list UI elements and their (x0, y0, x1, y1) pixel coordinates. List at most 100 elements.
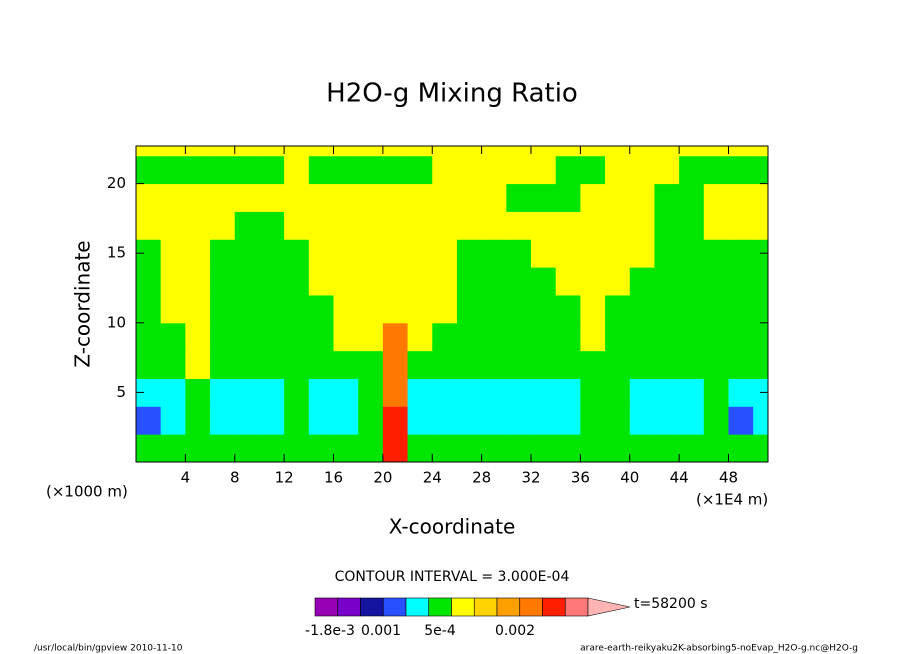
x-tick-label: 44 (670, 469, 689, 487)
field-cell (234, 434, 260, 462)
field-cell (333, 350, 359, 379)
field-cell (605, 146, 631, 157)
contour-interval: CONTOUR INTERVAL = 3.000E-04 (335, 569, 570, 585)
field-cell (555, 406, 581, 435)
field-cell (679, 267, 705, 296)
field-cell (679, 211, 705, 240)
field-cell (160, 322, 186, 352)
field-cell (580, 239, 606, 268)
field-cell (728, 183, 754, 212)
field-cell (308, 350, 334, 379)
field-cell (679, 322, 705, 352)
field-cell (555, 267, 581, 296)
field-cell (555, 434, 581, 462)
field-cell (506, 406, 532, 435)
field-cell (407, 322, 433, 352)
field-cell (753, 322, 768, 352)
time-label: t=58200 s (634, 596, 708, 612)
field-cell (136, 350, 162, 379)
field-cell (679, 239, 705, 268)
x-tick-label: 20 (373, 469, 392, 487)
field-cell (703, 155, 729, 185)
field-cell (160, 350, 186, 379)
field-cell (555, 211, 581, 240)
field-cell (160, 146, 186, 157)
field-cell (185, 406, 211, 435)
field-cell (136, 434, 162, 462)
x-axis-label: X-coordinate (389, 515, 516, 539)
field-cell (160, 211, 186, 240)
field-cell (210, 267, 236, 296)
field-cell (456, 350, 483, 379)
x-tick-label: 16 (324, 469, 343, 487)
field-cell (284, 294, 310, 324)
field-cell (259, 155, 285, 185)
colorbar-box (428, 597, 452, 617)
field-cell (185, 378, 211, 407)
field-cell (605, 267, 631, 296)
field-cell (605, 294, 631, 324)
field-cell (703, 350, 729, 379)
field-cell (136, 211, 162, 240)
field-cell (531, 155, 557, 185)
field-cell (555, 239, 581, 268)
footer-right: arare-earth-reikyaku2K-absorbing5-noEvap… (580, 644, 858, 654)
field-cell (210, 378, 236, 407)
field-cell (728, 406, 754, 435)
colorbar-box (496, 597, 521, 617)
field-cell (407, 155, 433, 185)
field-cell (358, 322, 384, 352)
field-cell (136, 322, 162, 352)
colorbar-box (542, 597, 566, 617)
field-cell (679, 294, 705, 324)
field-cell (358, 211, 384, 240)
field-cell (531, 183, 557, 212)
field-cell (432, 434, 458, 462)
field-cell (136, 183, 162, 212)
field-cell (234, 146, 260, 157)
field-cell (432, 267, 458, 296)
field-cell (185, 146, 211, 157)
field-cell (185, 211, 211, 240)
field-cell (629, 350, 655, 379)
y-tick-label: 15 (107, 244, 126, 262)
field-cell (308, 155, 334, 185)
field-cell (185, 267, 211, 296)
field-cell (531, 434, 557, 462)
field-cell (654, 378, 680, 407)
field-cell (234, 378, 260, 407)
field-cell (703, 267, 729, 296)
field-cell (728, 155, 754, 185)
field-cell (506, 350, 532, 379)
field-cell (605, 350, 631, 379)
field-cell (580, 183, 606, 212)
field-cell (555, 155, 581, 185)
field-cell (234, 406, 260, 435)
x-tick-label: 8 (230, 469, 240, 487)
field-cell (679, 434, 705, 462)
field-cell (160, 183, 186, 212)
x-tick-label: 36 (571, 469, 590, 487)
field-cell (210, 155, 236, 185)
field-cell (407, 267, 433, 296)
field-cell (703, 378, 729, 407)
field-cell (284, 146, 310, 157)
colorbar-label: 5e-4 (424, 623, 456, 639)
field-cell (210, 183, 236, 212)
field-cell (580, 378, 606, 407)
field-cell (555, 350, 581, 379)
field-cell (136, 406, 162, 435)
field-cell (333, 155, 359, 185)
field-cell (185, 294, 211, 324)
field-cell (728, 322, 754, 352)
field-cell (234, 155, 260, 185)
field-cell (284, 239, 310, 268)
field-cell (234, 211, 260, 240)
field-cell (481, 267, 507, 296)
field-cell (654, 239, 680, 268)
field-cell (308, 146, 334, 157)
field-cell (432, 155, 458, 185)
field-cell (160, 434, 186, 462)
field-cell (580, 350, 606, 379)
y-tick-label: 20 (107, 174, 126, 192)
